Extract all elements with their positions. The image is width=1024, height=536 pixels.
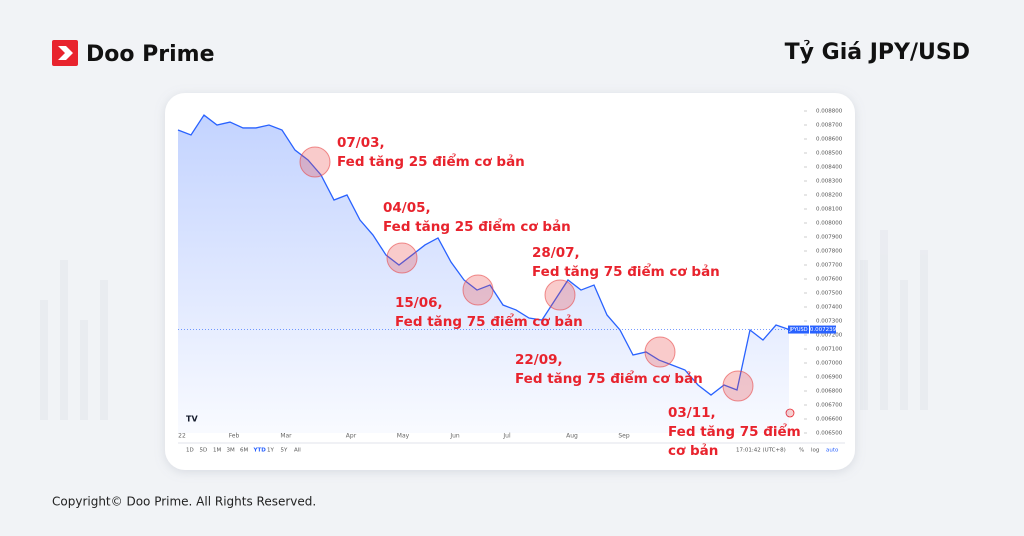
highlight-circle: [722, 370, 754, 402]
highlight-circle: [544, 279, 576, 311]
y-tick-label: 0.008600: [816, 137, 843, 143]
y-tick-label: 0.008300: [816, 179, 843, 185]
range-button[interactable]: All: [294, 448, 301, 454]
annotation: 15/06,: [395, 295, 443, 311]
y-tick-label: 0.008100: [816, 207, 843, 213]
annotation: Fed tăng 75 điểm cơ bản: [532, 263, 720, 280]
y-tick-label: 0.008200: [816, 193, 843, 199]
line: [177, 114, 790, 396]
y-tick-label: 0.006700: [816, 403, 843, 409]
annotation: 07/03,: [337, 135, 385, 151]
y-tick-label: 0.006900: [816, 375, 843, 381]
y-tick-label: 0.008700: [816, 123, 843, 129]
range-button[interactable]: 3M: [227, 448, 235, 454]
range-button[interactable]: 6M: [240, 448, 248, 454]
y-tick-label: 0.006500: [816, 431, 843, 437]
price-tag-label: 0.007239: [810, 327, 837, 333]
x-tick-label: Feb: [229, 433, 240, 440]
copyright: Copyright© Doo Prime. All Rights Reserve…: [52, 495, 316, 509]
y-tick-label: 0.007800: [816, 249, 843, 255]
highlight-circle: [462, 274, 494, 306]
annotation: Fed tăng 25 điểm cơ bản: [337, 153, 525, 170]
y-tick-label: 0.007400: [816, 305, 843, 311]
annotation: 28/07,: [532, 245, 580, 261]
x-tick-label: Mar: [280, 433, 292, 440]
page-title: Tỷ Giá JPY/USD: [785, 40, 970, 65]
y-tick-label: 0.006800: [816, 389, 843, 395]
y-tick-label: 0.007000: [816, 361, 843, 367]
y-tick-label: 0.007500: [816, 291, 843, 297]
x-tick-label: 22: [178, 433, 186, 440]
highlight-circle: [644, 336, 676, 368]
y-tick-label: 0.007200: [816, 333, 843, 339]
x-tick-label: Jul: [502, 433, 511, 440]
y-tick-label: 0.008000: [816, 221, 843, 227]
range-button[interactable]: 5D: [200, 448, 208, 454]
y-tick-label: 0.006600: [816, 417, 843, 423]
logo-arrow: [58, 46, 73, 60]
y-tick-label: 0.007100: [816, 347, 843, 353]
y-tick-label: 0.007600: [816, 277, 843, 283]
scale-option[interactable]: log: [811, 448, 819, 454]
x-tick-label: May: [397, 433, 410, 440]
range-button[interactable]: 5Y: [281, 448, 288, 454]
decor: [40, 230, 928, 420]
annotation: Fed tăng 25 điểm cơ bản: [383, 218, 571, 235]
annotation: 03/11,: [668, 405, 716, 421]
highlight-circle: [299, 146, 331, 178]
x-tick-label: Aug: [566, 433, 578, 440]
y-tick-label: 0.007700: [816, 263, 843, 269]
highlight-circle: [386, 242, 418, 274]
x-tick-label: Jun: [449, 433, 460, 440]
series-tag: [788, 325, 809, 334]
x-tick-label: Sep: [618, 433, 630, 440]
range-button[interactable]: 1M: [213, 448, 221, 454]
annotation: Fed tăng 75 điểm cơ bản: [395, 313, 583, 330]
brand: Doo Prime: [86, 42, 215, 67]
scale-option[interactable]: auto: [826, 448, 839, 454]
timestamp: 17:01:42 (UTC+8): [736, 448, 786, 454]
x-tick-label: Apr: [346, 433, 357, 440]
y-tick-label: 0.008800: [816, 109, 843, 115]
y-tick-label: 0.008500: [816, 151, 843, 157]
annotation: 22/09,: [515, 352, 563, 368]
annotation: Fed tăng 75 điểm: [668, 423, 801, 440]
price-tag: [810, 325, 836, 334]
series-name: JPYUSD: [788, 327, 807, 333]
y-tick-label: 0.007900: [816, 235, 843, 241]
annotation: cơ bản: [668, 443, 718, 459]
range-button[interactable]: YTD: [253, 448, 267, 454]
range-button[interactable]: 1D: [186, 448, 194, 454]
y-tick-label: 0.008400: [816, 165, 843, 171]
annotation: 04/05,: [383, 200, 431, 216]
annotation: Fed tăng 75 điểm cơ bản: [515, 370, 703, 387]
scale-option[interactable]: %: [799, 448, 804, 454]
y-tick-label: 0.007300: [816, 319, 843, 325]
range-button[interactable]: 1Y: [267, 448, 274, 454]
